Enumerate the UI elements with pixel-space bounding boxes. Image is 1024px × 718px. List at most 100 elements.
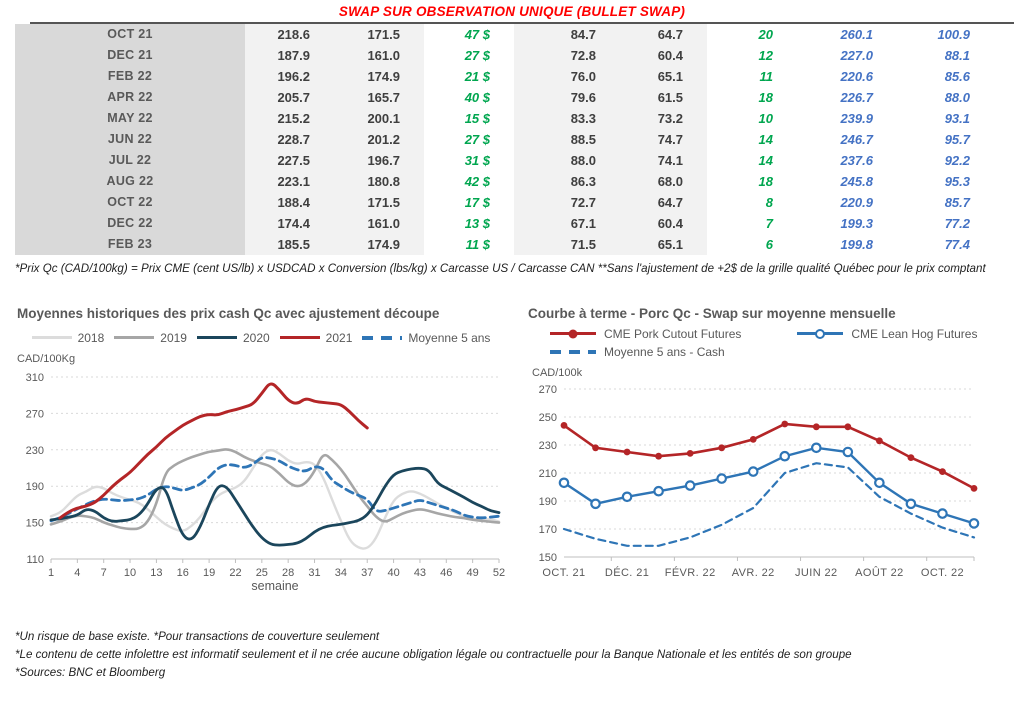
page-title: SWAP SUR OBSERVATION UNIQUE (BULLET SWAP…: [338, 4, 686, 19]
svg-text:150: 150: [26, 517, 44, 529]
cell-prix-qc: 227.5: [245, 150, 334, 171]
cell-swap-us: 64.7: [620, 24, 707, 45]
cell-prix-us: 84.7: [514, 24, 620, 45]
cell-gain-us: 7: [707, 213, 797, 234]
cell-prix-us: 67.1: [514, 213, 620, 234]
open-circle-marker-icon: [815, 328, 826, 339]
bottom-footnotes: *Un risque de base existe. *Pour transac…: [15, 628, 1009, 682]
cell-swap-qc: 174.9: [334, 234, 424, 255]
cell-gain-qc: 13 $: [424, 213, 514, 234]
cell-cme-cad: 226.7: [797, 87, 897, 108]
cell-prix-us: 79.6: [514, 87, 620, 108]
legend-label: 2021: [325, 330, 353, 345]
cell-swap-us: 61.5: [620, 87, 707, 108]
svg-text:19: 19: [203, 567, 215, 579]
svg-text:AOÛT 22: AOÛT 22: [855, 566, 903, 579]
svg-text:310: 310: [26, 372, 44, 384]
cell-cme-us: 95.7: [897, 129, 1012, 150]
cell-swap-qc: 171.5: [334, 24, 424, 45]
svg-text:semaine: semaine: [251, 579, 298, 593]
cell-gain-us: 14: [707, 150, 797, 171]
svg-text:230: 230: [539, 440, 557, 452]
cell-prix-qc: 218.6: [245, 24, 334, 45]
svg-text:46: 46: [440, 567, 452, 579]
svg-text:FÉVR. 22: FÉVR. 22: [665, 566, 716, 579]
historical-prices-panel: Moyennes historiques des prix cash Qc av…: [15, 294, 507, 602]
cell-gain-qc: 42 $: [424, 171, 514, 192]
cell-prix-qc: 223.1: [245, 171, 334, 192]
cell-cme-cad: 199.3: [797, 213, 897, 234]
legend-item-cme-pork-cutout-futures: CME Pork Cutout Futures: [550, 327, 741, 341]
right-chart-legend-row1: CME Pork Cutout Futures CME Lean Hog Futu…: [550, 327, 1022, 341]
forward-curve-panel: Courbe à terme - Porc Qc - Swap sur moye…: [522, 294, 1022, 602]
cell-month: AUG 22: [15, 171, 245, 192]
cell-prix-qc: 228.7: [245, 129, 334, 150]
svg-text:4: 4: [74, 567, 80, 579]
cell-swap-qc: 171.5: [334, 192, 424, 213]
cell-swap-qc: 180.8: [334, 171, 424, 192]
cell-gain-us: 11: [707, 66, 797, 87]
cell-month: OCT 22: [15, 192, 245, 213]
cell-month: DEC 21: [15, 45, 245, 66]
cell-gain-qc: 27 $: [424, 129, 514, 150]
svg-text:22: 22: [229, 567, 241, 579]
right-chart-title: Courbe à terme - Porc Qc - Swap sur moye…: [528, 305, 896, 321]
cell-prix-us: 86.3: [514, 171, 620, 192]
cell-month: MAY 22: [15, 108, 245, 129]
cell-prix-us: 72.7: [514, 192, 620, 213]
cell-cme-us: 95.3: [897, 171, 1012, 192]
legend-swatch-line: [279, 336, 320, 340]
cell-prix-qc: 215.2: [245, 108, 334, 129]
cell-gain-us: 20: [707, 24, 797, 45]
cell-swap-qc: 200.1: [334, 108, 424, 129]
svg-text:110: 110: [26, 554, 44, 566]
legend-item-moyenne-5-ans-cash: Moyenne 5 ans - Cash: [550, 345, 725, 359]
cell-gain-qc: 40 $: [424, 87, 514, 108]
table-row: JUN 22 228.7 201.2 27 $88.5 74.7 14 246.7 95.7: [15, 129, 1012, 150]
forward-curve-chart: 150 170 190 210 230 250 270 OCT. 21 DÉC. 21 FÉVR.…: [539, 384, 980, 579]
svg-text:10: 10: [124, 567, 136, 579]
cell-cme-cad: 237.6: [797, 150, 897, 171]
legend-swatch-line: [797, 328, 844, 339]
footnote-line: *Sources: BNC et Bloomberg: [15, 665, 166, 679]
cell-swap-qc: 174.9: [334, 66, 424, 87]
cell-swap-us: 73.2: [620, 108, 707, 129]
svg-text:1: 1: [48, 567, 54, 579]
cell-cme-us: 77.2: [897, 213, 1012, 234]
cell-swap-us: 60.4: [620, 45, 707, 66]
svg-text:OCT. 21: OCT. 21: [542, 567, 585, 579]
cell-prix-qc: 205.7: [245, 87, 334, 108]
cell-gain-qc: 31 $: [424, 150, 514, 171]
cell-gain-us: 14: [707, 129, 797, 150]
table-row: JUL 22 227.5 196.7 31 $88.0 74.1 14 237.6 92.2: [15, 150, 1012, 171]
cell-gain-us: 18: [707, 87, 797, 108]
svg-text:28: 28: [282, 567, 294, 579]
cell-cme-us: 77.4: [897, 234, 1012, 255]
table-row: DEC 22 174.4 161.0 13 $67.1 60.4 7 199.3 77.2: [15, 213, 1012, 234]
cell-cme-cad: 220.6: [797, 66, 897, 87]
legend-label: Moyenne 5 ans: [408, 330, 491, 345]
cell-prix-qc: 188.4: [245, 192, 334, 213]
historical-prices-chart: 110 150 190 230 270 310 1 4 7 10 13 16 19 22 25 28 31 34 3…: [26, 372, 505, 593]
title-divider: [30, 22, 1014, 24]
footnote-line: *Un risque de base existe. *Pour transac…: [15, 629, 380, 643]
cell-gain-qc: 27 $: [424, 45, 514, 66]
cell-gain-qc: 17 $: [424, 192, 514, 213]
svg-text:49: 49: [467, 567, 479, 579]
svg-text:270: 270: [26, 408, 44, 420]
left-chart-legend: 2018 2019 2020 2021 Moyenne 5 ans: [15, 331, 507, 345]
svg-text:31: 31: [308, 567, 320, 579]
footnote-line: *Le contenu de cette infolettre est info…: [15, 647, 852, 661]
svg-text:230: 230: [26, 445, 44, 457]
cell-swap-us: 68.0: [620, 171, 707, 192]
cell-cme-cad: 220.9: [797, 192, 897, 213]
right-chart-unit-label: CAD/100k: [532, 366, 583, 379]
legend-item-2021: 2021: [279, 330, 353, 345]
charts-row: Moyennes historiques des prix cash Qc av…: [0, 294, 1024, 602]
legend-swatch-line: [114, 336, 155, 340]
cell-cme-us: 100.9: [897, 24, 1012, 45]
cell-cme-us: 93.1: [897, 108, 1012, 129]
svg-text:190: 190: [26, 481, 44, 493]
cell-prix-us: 88.5: [514, 129, 620, 150]
